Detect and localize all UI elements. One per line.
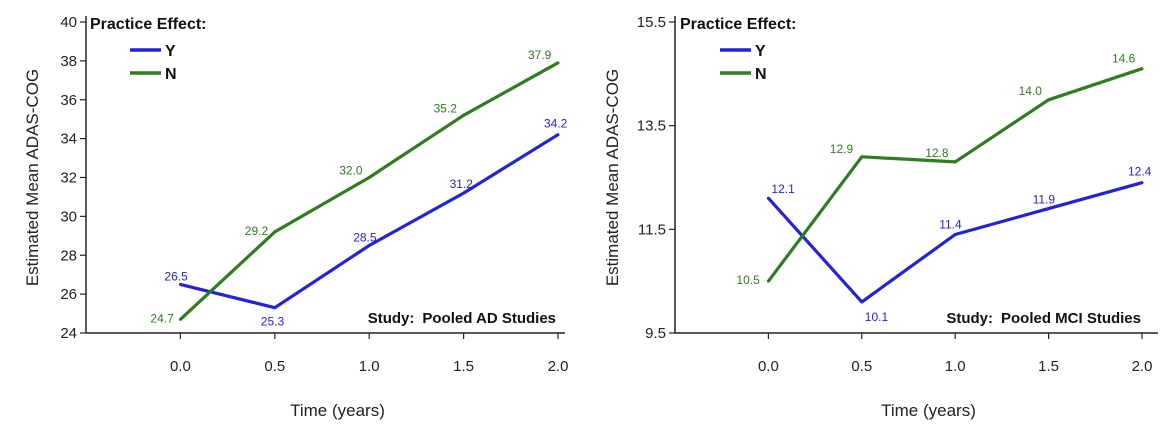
x-tick-label: 1.5 [453,358,474,375]
data-point-Y [953,233,957,237]
legend-label-N: N [165,66,177,83]
data-point-Y [556,133,560,137]
x-axis-title: Time (years) [290,401,385,420]
data-point-Y [766,196,770,200]
x-tick-label: 0.5 [851,358,872,375]
legend-title: Practice Effect: [90,16,207,33]
data-point-N [860,155,864,159]
data-label-N: 35.2 [434,101,458,115]
study-prefix: Study: [946,310,993,327]
x-tick-label: 1.0 [945,358,966,375]
y-tick-label: 30 [60,208,77,225]
x-tick-label: 0.0 [758,358,779,375]
data-point-N [367,176,371,179]
data-label-Y: 31.2 [450,177,474,191]
y-axis-title: Estimated Mean ADAS-COG [23,69,42,286]
data-label-Y: 25.3 [261,315,285,329]
x-tick-label: 1.0 [359,358,380,375]
data-label-N: 12.9 [830,142,854,156]
data-label-N: 29.2 [245,224,269,238]
y-tick-label: 15.5 [637,14,666,31]
study-annotation: Study: Pooled AD Studies [368,310,556,327]
x-tick-label: 0.5 [264,358,285,375]
data-label-N: 37.9 [528,48,552,62]
data-label-Y: 34.2 [544,117,568,131]
data-label-Y: 10.1 [865,310,889,324]
data-label-Y: 12.4 [1128,165,1152,179]
data-point-N [1140,67,1144,71]
y-tick-label: 34 [60,131,77,148]
data-point-Y [1047,207,1051,211]
series-line-Y [180,133,559,310]
y-tick-label: 9.5 [645,325,666,342]
y-tick-label: 38 [60,53,77,70]
chart-panel-1: 24 26 28 30 32 34 36 38 40 0.0 0.5 1.0 1.5 2.0 Estimat… [23,14,568,420]
data-label-N: 10.5 [736,273,760,287]
y-tick-label: 40 [60,14,77,31]
data-point-N [1047,98,1051,102]
data-label-Y: 26.5 [164,269,188,283]
legend-title: Practice Effect: [680,16,797,33]
x-tick-label: 2.0 [1132,358,1153,375]
data-label-Y: 11.4 [939,218,962,232]
data-point-Y [273,306,277,310]
study-name: Pooled AD Studies [422,310,556,327]
y-tick-label: 32 [60,170,77,187]
legend-label-N: N [755,66,767,83]
data-point-N [462,113,466,117]
data-label-N: 12.8 [925,146,949,160]
data-label-Y: 12.1 [771,182,795,196]
y-tick-label: 28 [60,247,77,264]
data-point-Y [462,191,466,195]
y-tick-label: 13.5 [637,118,666,135]
study-name: Pooled MCI Studies [1001,310,1141,327]
x-axis-title: Time (years) [881,401,976,420]
x-tick-label: 2.0 [548,358,569,375]
data-point-Y [860,300,864,304]
y-axis-title: Estimated Mean ADAS-COG [603,69,622,286]
y-tick-label: 26 [60,286,77,303]
legend-label-Y: Y [165,43,176,60]
chart-panel-2: 9.5 11.5 13.5 15.5 0.0 0.5 1.0 1.5 2.0 Estimated … [603,14,1158,420]
series-line-N [179,61,559,321]
x-tick-label: 1.5 [1038,358,1059,375]
legend-label-Y: Y [755,43,766,60]
y-tick-label: 11.5 [638,221,666,238]
study-prefix: Study: [368,310,415,327]
series-line-Y [767,181,1143,304]
data-label-Y: 11.9 [1033,193,1056,207]
data-label-N: 14.6 [1112,52,1136,66]
data-point-Y [178,282,182,286]
x-tick-label: 0.0 [170,358,191,375]
data-point-N [556,61,560,65]
data-point-N [953,160,957,164]
y-tick-label: 36 [60,92,77,109]
data-label-N: 14.0 [1019,84,1043,98]
data-label-N: 32.0 [339,164,363,178]
data-label-N: 24.7 [150,311,174,325]
data-point-N [766,279,770,283]
data-label-Y: 28.5 [353,231,377,245]
data-point-N [273,230,277,234]
data-point-Y [1140,181,1144,185]
series-line-N [767,67,1143,283]
y-tick-label: 24 [60,325,77,342]
data-point-Y [367,244,371,248]
study-annotation: Study: Pooled MCI Studies [946,310,1141,327]
data-point-N [178,317,182,321]
